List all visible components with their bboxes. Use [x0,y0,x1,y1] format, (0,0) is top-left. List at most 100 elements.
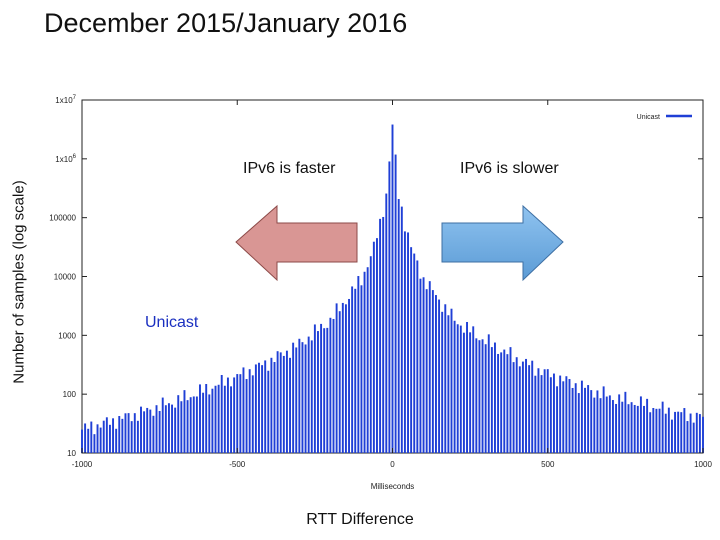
histogram-bar [230,386,233,453]
histogram-bar [643,405,645,453]
histogram-bar [683,408,686,453]
histogram-bar [528,365,531,453]
histogram-bar [385,193,388,453]
histogram-bar [341,302,344,453]
histogram-bar [503,349,506,453]
histogram-bar [208,394,211,453]
histogram-bar [630,402,633,453]
histogram-bar [161,397,164,453]
histogram-bar [584,387,586,453]
histogram-bar [149,409,152,453]
histogram-bar [639,396,642,453]
histogram-bar [397,199,400,453]
histogram-bar [115,428,118,453]
histogram-bar [332,318,335,453]
x-tick-label: 1000 [694,460,712,469]
histogram-bar [407,232,409,453]
histogram-bar [621,401,624,453]
histogram-bar [183,390,186,453]
histogram-bar [248,369,251,453]
histogram-bar [130,421,133,453]
histogram-bar [453,320,456,453]
histogram-bar [146,407,149,453]
histogram-bar [245,379,248,453]
histogram-bar [400,206,403,453]
histogram-bar [410,247,413,453]
histogram-bar [680,412,683,453]
histogram-bar [310,340,313,453]
histogram-bar [627,404,630,453]
histogram-bar [217,384,220,453]
histogram-bar [574,383,577,453]
y-tick-label: 1x106 [55,154,76,164]
histogram-bar [379,218,382,453]
histogram-bar [658,408,661,453]
x-tick-label: 0 [390,460,395,469]
histogram-bar [279,352,282,453]
x-axis-title: RTT Difference [306,511,414,528]
histogram-bar [295,347,298,453]
histogram-bar [450,308,453,453]
histogram-bar [121,418,124,453]
histogram-bar [636,405,639,453]
y-tick-label: 100000 [49,214,76,223]
histogram-bar [226,377,229,453]
histogram-bar [376,238,378,453]
histogram-bar [276,351,279,453]
histogram-bar [366,267,369,453]
histogram-bar [428,281,431,453]
histogram-bar [90,421,93,453]
histogram-bar [102,420,105,453]
histogram-bar [667,407,670,453]
histogram-bar [596,390,599,453]
histogram-bar [500,352,503,453]
histogram-bar [413,253,416,453]
unicast-annotation: Unicast [145,314,199,331]
histogram-bar [497,353,500,453]
histogram-bar [689,413,692,453]
right-arrow [441,204,564,282]
histogram-bar [189,397,192,453]
histogram-bar [164,405,167,453]
histogram-bar [416,260,419,453]
histogram-bar [171,404,174,453]
histogram-bar [124,413,127,453]
histogram-bar [87,428,90,453]
bar-series [81,124,704,454]
y-tick-label: 10 [67,449,76,458]
histogram-bar [320,323,323,453]
histogram-bar [515,357,518,453]
histogram-bar [435,295,437,453]
histogram-bar [593,397,596,453]
histogram-bar [472,326,475,453]
histogram-bar [351,286,354,453]
y-tick-label: 100 [63,390,77,399]
histogram-bar [143,411,146,453]
histogram-bar [174,407,177,453]
histogram-bar [664,413,667,453]
histogram-bar [251,375,254,453]
histogram-bar [335,303,338,453]
histogram-bar [360,285,363,453]
histogram-bar [211,388,214,453]
histogram-bar [444,304,447,453]
histogram-bar [304,344,307,453]
histogram-bar [158,410,161,453]
histogram-bar [344,304,347,453]
histogram-bar [590,390,593,453]
histogram-bar [214,385,217,453]
histogram-bar [264,360,267,453]
histogram-bar [394,154,397,454]
histogram-bar [568,379,571,453]
histogram-bar [525,358,527,453]
histogram-bar [456,324,459,453]
histogram-bar [348,298,350,453]
legend-label: Unicast [637,114,660,121]
x-axis-label: Milliseconds [371,482,415,491]
histogram-bar [301,342,304,453]
histogram-bar [602,386,605,453]
legend: Unicast [637,114,692,121]
histogram-bar [239,374,242,453]
histogram-bar [562,381,565,453]
